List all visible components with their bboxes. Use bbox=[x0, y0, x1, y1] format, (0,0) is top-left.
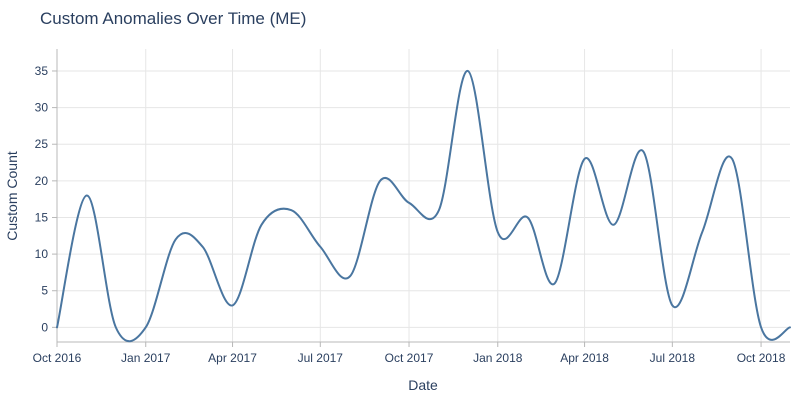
y-tick-label: 25 bbox=[35, 137, 49, 151]
x-tick-label: Oct 2018 bbox=[737, 351, 786, 365]
y-tick-label: 0 bbox=[41, 320, 48, 334]
grid bbox=[56, 49, 790, 342]
y-tick-label: 30 bbox=[35, 101, 49, 115]
y-tick-label: 5 bbox=[41, 284, 48, 298]
y-tick-label: 10 bbox=[35, 247, 49, 261]
x-tick-label: Apr 2017 bbox=[208, 351, 257, 365]
axes bbox=[56, 49, 790, 343]
series-line bbox=[56, 69, 791, 343]
x-axis-label: Date bbox=[408, 377, 438, 393]
y-tick-label: 15 bbox=[35, 210, 49, 224]
series bbox=[56, 69, 791, 343]
x-tick-label: Jul 2018 bbox=[650, 351, 696, 365]
x-tick-label: Oct 2017 bbox=[385, 351, 434, 365]
x-tick-label: Jan 2017 bbox=[121, 351, 171, 365]
x-tick-label: Jan 2018 bbox=[473, 351, 523, 365]
y-tick-label: 20 bbox=[35, 174, 49, 188]
x-tick-label: Apr 2018 bbox=[560, 351, 609, 365]
y-axis-label: Custom Count bbox=[4, 151, 20, 241]
x-tick-label: Jul 2017 bbox=[298, 351, 344, 365]
x-tick-label: Oct 2016 bbox=[33, 351, 82, 365]
tick-labels: Oct 2016 Jan 2017 Apr 2017 Jul 2017 Oct 2017… bbox=[33, 64, 786, 365]
chart-title: Custom Anomalies Over Time (ME) bbox=[40, 9, 307, 28]
y-tick-label: 35 bbox=[35, 64, 49, 78]
